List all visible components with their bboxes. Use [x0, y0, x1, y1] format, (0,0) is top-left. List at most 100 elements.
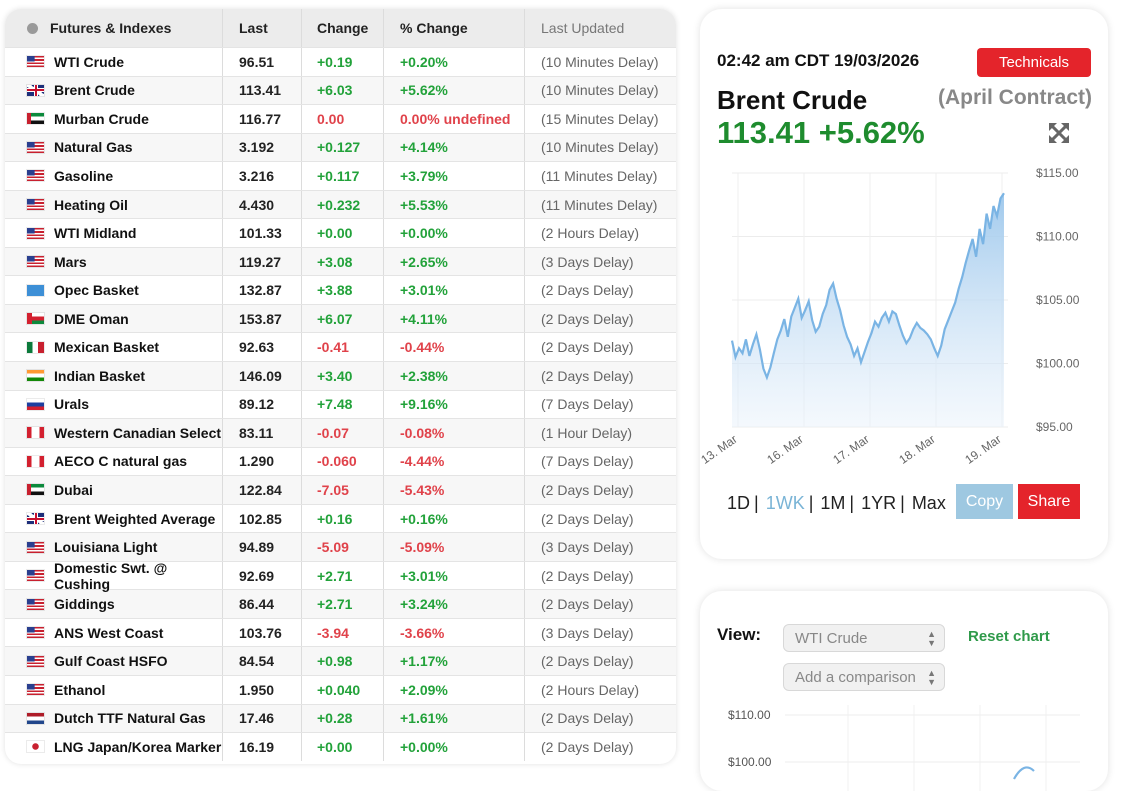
- share-button[interactable]: Share: [1018, 484, 1080, 519]
- mini-y-tick-label: $100.00: [728, 755, 772, 769]
- row-last: 96.51: [222, 48, 301, 76]
- row-name[interactable]: Gasoline: [5, 162, 222, 190]
- row-name[interactable]: LNG Japan/Korea Marker: [5, 733, 222, 761]
- us-flag-icon: [27, 170, 44, 182]
- jk-flag-icon: [27, 741, 44, 753]
- row-last: 1.950: [222, 676, 301, 704]
- col-futures-indexes[interactable]: Futures & Indexes: [5, 9, 222, 47]
- us-flag-icon: [27, 570, 44, 582]
- ca-flag-icon: [27, 427, 44, 439]
- table-row[interactable]: Murban Crude 116.77 0.00 0.00% undefined…: [5, 104, 676, 133]
- table-row[interactable]: Opec Basket 132.87 +3.88 +3.01% (2 Days …: [5, 275, 676, 304]
- row-change: -5.09: [301, 533, 383, 561]
- row-name[interactable]: Heating Oil: [5, 191, 222, 219]
- row-name[interactable]: Ethanol: [5, 676, 222, 704]
- table-row[interactable]: Brent Crude 113.41 +6.03 +5.62% (10 Minu…: [5, 75, 676, 105]
- row-last: 3.192: [222, 133, 301, 162]
- table-row[interactable]: Western Canadian Select 83.11 -0.07 -0.0…: [5, 418, 676, 447]
- table-row[interactable]: Indian Basket 146.09 +3.40 +2.38% (2 Day…: [5, 361, 676, 390]
- row-last-updated: (15 Minutes Delay): [524, 105, 676, 133]
- row-name[interactable]: Dutch TTF Natural Gas: [5, 705, 222, 733]
- row-name[interactable]: Domestic Swt. @ Cushing: [5, 560, 222, 592]
- row-last: 84.54: [222, 647, 301, 676]
- table-row[interactable]: Gulf Coast HSFO 84.54 +0.98 +1.17% (2 Da…: [5, 646, 676, 676]
- row-name[interactable]: Natural Gas: [5, 134, 222, 162]
- copy-button[interactable]: Copy: [956, 484, 1013, 519]
- comparison-chart[interactable]: $110.00 $100.00: [700, 701, 1108, 791]
- row-name[interactable]: AECO C natural gas: [5, 448, 222, 476]
- row-pct-change: +3.79%: [383, 162, 524, 190]
- table-row[interactable]: Natural Gas 3.192 +0.127 +4.14% (10 Minu…: [5, 132, 676, 162]
- row-pct-change: -0.44%: [383, 333, 524, 362]
- table-row[interactable]: Mars 119.27 +3.08 +2.65% (3 Days Delay): [5, 246, 676, 276]
- row-name[interactable]: Mars: [5, 248, 222, 276]
- col-change[interactable]: Change: [301, 9, 383, 47]
- table-row[interactable]: Brent Weighted Average 102.85 +0.16 +0.1…: [5, 503, 676, 533]
- row-name[interactable]: Indian Basket: [5, 362, 222, 390]
- row-change: +0.127: [301, 133, 383, 162]
- table-row[interactable]: Urals 89.12 +7.48 +9.16% (7 Days Delay): [5, 389, 676, 419]
- table-row[interactable]: Mexican Basket 92.63 -0.41 -0.44% (2 Day…: [5, 332, 676, 362]
- range-1yr[interactable]: 1YR: [861, 493, 897, 513]
- row-name[interactable]: Mexican Basket: [5, 333, 222, 361]
- row-name[interactable]: Dubai: [5, 476, 222, 504]
- x-tick-label: 13. Mar: [700, 432, 740, 467]
- table-row[interactable]: Domestic Swt. @ Cushing 92.69 +2.71 +3.0…: [5, 560, 676, 592]
- table-row[interactable]: Heating Oil 4.430 +0.232 +5.53% (11 Minu…: [5, 189, 676, 219]
- row-name[interactable]: Opec Basket: [5, 276, 222, 304]
- row-name-label: Indian Basket: [54, 367, 146, 384]
- table-row[interactable]: LNG Japan/Korea Marker 16.19 +0.00 +0.00…: [5, 732, 676, 761]
- comparison-select[interactable]: Add a comparison ▲ ▼: [783, 663, 945, 691]
- commodity-select[interactable]: WTI Crude ▲ ▼: [783, 624, 945, 652]
- row-name[interactable]: Brent Weighted Average: [5, 505, 222, 533]
- x-tick-label: 19. Mar: [962, 432, 1003, 467]
- row-last-updated: (2 Days Delay): [524, 704, 676, 733]
- range-max[interactable]: Max: [911, 493, 946, 513]
- range-1m[interactable]: 1M: [820, 493, 846, 513]
- table-row[interactable]: WTI Crude 96.51 +0.19 +0.20% (10 Minutes…: [5, 47, 676, 76]
- table-row[interactable]: WTI Midland 101.33 +0.00 +0.00% (2 Hours…: [5, 218, 676, 247]
- row-pct-change: +9.16%: [383, 390, 524, 419]
- row-name[interactable]: Louisiana Light: [5, 533, 222, 561]
- x-tick-label: 17. Mar: [830, 432, 871, 467]
- uk-flag-icon: [27, 513, 44, 525]
- row-name[interactable]: Western Canadian Select: [5, 419, 222, 447]
- row-name[interactable]: Urals: [5, 391, 222, 419]
- price-chart[interactable]: $115.00 $110.00 $105.00 $100.00 $95.00 13. M…: [700, 159, 1108, 479]
- table-row[interactable]: Dutch TTF Natural Gas 17.46 +0.28 +1.61%…: [5, 703, 676, 733]
- technicals-button[interactable]: Technicals: [977, 48, 1091, 77]
- row-name-label: Murban Crude: [54, 110, 149, 127]
- expand-arrows-icon[interactable]: [1047, 121, 1071, 145]
- row-name[interactable]: Murban Crude: [5, 105, 222, 133]
- table-row[interactable]: Dubai 122.84 -7.05 -5.43% (2 Days Delay): [5, 475, 676, 504]
- range-1wk[interactable]: 1WK: [765, 493, 805, 513]
- row-name[interactable]: Giddings: [5, 590, 222, 618]
- table-row[interactable]: Gasoline 3.216 +0.117 +3.79% (11 Minutes…: [5, 161, 676, 190]
- row-name[interactable]: Gulf Coast HSFO: [5, 647, 222, 675]
- row-name[interactable]: WTI Crude: [5, 48, 222, 76]
- col-pct-change[interactable]: % Change: [383, 9, 524, 47]
- range-separator: |: [900, 493, 905, 513]
- row-change: +0.00: [301, 733, 383, 761]
- row-name[interactable]: Brent Crude: [5, 77, 222, 105]
- row-name-label: Western Canadian Select: [54, 424, 222, 441]
- table-row[interactable]: ANS West Coast 103.76 -3.94 -3.66% (3 Da…: [5, 617, 676, 647]
- table-row[interactable]: DME Oman 153.87 +6.07 +4.11% (2 Days Del…: [5, 303, 676, 333]
- row-name[interactable]: DME Oman: [5, 305, 222, 333]
- reset-chart-link[interactable]: Reset chart: [968, 628, 1050, 645]
- row-name[interactable]: ANS West Coast: [5, 619, 222, 647]
- table-row[interactable]: Giddings 86.44 +2.71 +3.24% (2 Days Dela…: [5, 589, 676, 618]
- row-name[interactable]: WTI Midland: [5, 219, 222, 247]
- range-separator: |: [808, 493, 814, 513]
- table-row[interactable]: Ethanol 1.950 +0.040 +2.09% (2 Hours Del…: [5, 675, 676, 704]
- table-body: WTI Crude 96.51 +0.19 +0.20% (10 Minutes…: [5, 47, 676, 761]
- table-row[interactable]: AECO C natural gas 1.290 -0.060 -4.44% (…: [5, 446, 676, 476]
- col-last[interactable]: Last: [222, 9, 301, 47]
- row-name-label: Urals: [54, 396, 90, 413]
- row-last: 101.33: [222, 219, 301, 247]
- row-last: 113.41: [222, 76, 301, 105]
- row-name-label: Mexican Basket: [54, 339, 160, 356]
- table-row[interactable]: Louisiana Light 94.89 -5.09 -5.09% (3 Da…: [5, 532, 676, 561]
- range-1d[interactable]: 1D: [727, 493, 751, 513]
- row-last-updated: (3 Days Delay): [524, 618, 676, 647]
